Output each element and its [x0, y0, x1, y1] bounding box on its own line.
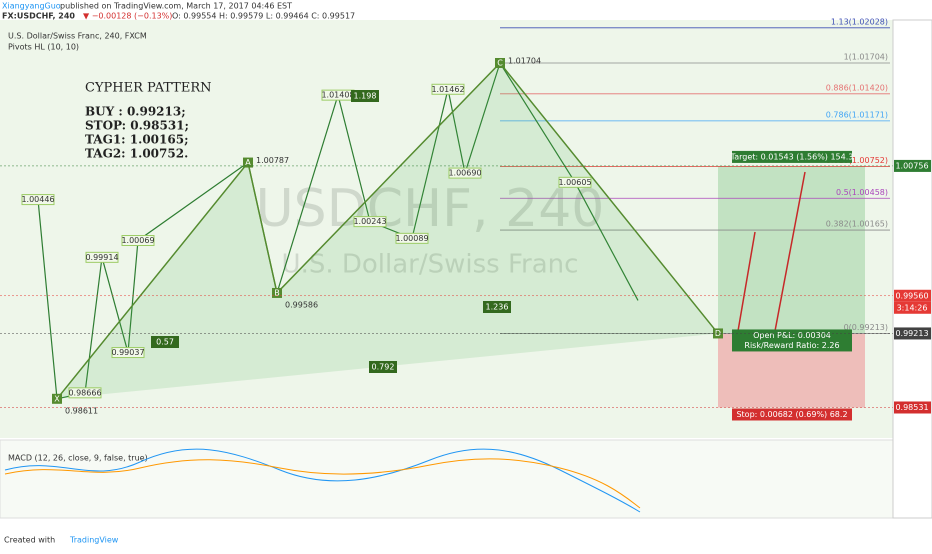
- fib-label: 0(0.99213): [844, 323, 888, 332]
- ohlc: O: 0.99554 H: 0.99579 L: 0.99464 C: 0.99…: [172, 12, 355, 21]
- macd-label: MACD (12, 26, close, 9, false, true): [8, 454, 148, 463]
- fib-label: 0.886(1.01420): [826, 83, 888, 92]
- macd-pane: [0, 439, 894, 519]
- price-tag-label: 0.99560: [895, 291, 928, 300]
- position-label: Risk/Reward Ratio: 2.26: [744, 341, 839, 350]
- pattern-letter: B: [274, 288, 280, 297]
- ratio-label: 0.57: [156, 338, 174, 347]
- price-tag-label: 3:14:26: [897, 303, 928, 312]
- pivot-label: 1.00605: [558, 178, 591, 187]
- pivot-label: 0.98666: [68, 388, 101, 397]
- position-label: Target: 0.01543 (1.56%) 154.3: [730, 152, 854, 161]
- pivot-box: [448, 167, 482, 179]
- pattern-point: [272, 287, 282, 298]
- pivot-box: [431, 83, 465, 95]
- price-tag-label: 0.98531: [895, 403, 928, 412]
- macd-line: [4, 448, 641, 513]
- price-path: [37, 61, 639, 400]
- ratio-label: 1.198: [354, 92, 377, 101]
- pivot-box: [121, 235, 155, 247]
- symbol: FX:USDCHF, 240: [2, 12, 75, 21]
- price-tag-label: 0.99213: [895, 329, 928, 338]
- pivot-label: 0.99914: [85, 253, 118, 262]
- position-box: [732, 150, 852, 163]
- watermark: USDCHF, 240: [256, 179, 605, 239]
- countdown-tag: [894, 301, 931, 314]
- pivot-box: [85, 251, 119, 263]
- pivot-label: 1.01462: [431, 85, 464, 94]
- pattern-price: 1.00787: [256, 156, 289, 165]
- chart-title: U.S. Dollar/Swiss Franc, 240, FXCM: [8, 32, 147, 41]
- pattern-point: [52, 393, 62, 404]
- published: published on TradingView.com, March 17, …: [60, 2, 292, 11]
- author: XiangyangGuo: [2, 2, 61, 11]
- pattern-price: 0.98611: [65, 406, 98, 415]
- pattern-price: 0.99586: [285, 300, 318, 309]
- arrow: [737, 231, 756, 332]
- arrow: [774, 171, 806, 332]
- ratio-label: 0.792: [372, 363, 395, 372]
- change: ▼ −0.00128 (−0.13%): [83, 12, 172, 21]
- pattern-point: [495, 57, 505, 68]
- fib-label: 0.786(1.01171): [826, 110, 888, 119]
- pivot-label: 1.00069: [121, 236, 154, 245]
- note-title: CYPHER PATTERN: [85, 81, 212, 96]
- position-box: [732, 339, 852, 352]
- pivot-label: 1.00089: [395, 234, 428, 243]
- pivot-box: [395, 232, 429, 244]
- price-tag: [894, 327, 931, 340]
- pattern-point: [243, 157, 253, 168]
- pattern-letter: X: [54, 394, 60, 403]
- position-label: Stop: 0.00682 (0.69%) 68.2: [736, 410, 847, 419]
- price-tag: [894, 401, 931, 414]
- pivot-box: [68, 387, 102, 399]
- pivot-label: 1.00243: [353, 217, 386, 226]
- pattern-price: 1.01704: [508, 56, 541, 65]
- fib-label: 0.618(1.00752): [826, 156, 888, 165]
- pivot-box: [353, 216, 387, 228]
- pivot-label: 0.99037: [111, 348, 144, 357]
- price-axis: [892, 19, 932, 519]
- pivot-box: [21, 194, 55, 206]
- fib-label: 1(1.01704): [844, 52, 888, 61]
- pivot-box: [558, 176, 592, 188]
- position-box: [732, 329, 852, 342]
- ratio-box: [151, 336, 179, 348]
- pivot-label: 1.00446: [21, 195, 54, 204]
- note-line: STOP: 0.98531;: [85, 119, 189, 133]
- ratio-box: [369, 361, 397, 373]
- ratio-box: [483, 301, 511, 313]
- indicator: Pivots HL (10, 10): [8, 43, 79, 52]
- position-label: Open P&L: 0.00304: [753, 331, 831, 340]
- ratio-box: [351, 90, 379, 102]
- note-line: TAG1: 1.00165;: [85, 133, 189, 147]
- price-tag: [894, 289, 931, 302]
- signal-line: [4, 458, 641, 509]
- pattern-letter: C: [497, 58, 503, 67]
- fib-label: 0.5(1.00458): [836, 188, 888, 197]
- watermark-sub: U.S. Dollar/Swiss Franc: [282, 250, 579, 280]
- price-tag-label: 1.00756: [895, 161, 928, 170]
- pivot-label: 1.00690: [448, 169, 481, 178]
- footer-created: Created with: [4, 536, 55, 545]
- price-tag: [894, 159, 931, 172]
- pattern-letter: A: [245, 158, 251, 167]
- fib-label: 1.13(1.02028): [831, 17, 888, 26]
- note-line: TAG2: 1.00752.: [85, 147, 188, 161]
- fib-label: 0.382(1.00165): [826, 220, 888, 229]
- position-box: [732, 408, 852, 421]
- pivot-box: [111, 347, 145, 359]
- footer-brand: TradingView: [69, 536, 119, 545]
- ratio-label: 1.236: [486, 303, 509, 312]
- note-line: BUY : 0.99213;: [85, 105, 186, 119]
- pivot-label: 1.01408: [321, 91, 354, 100]
